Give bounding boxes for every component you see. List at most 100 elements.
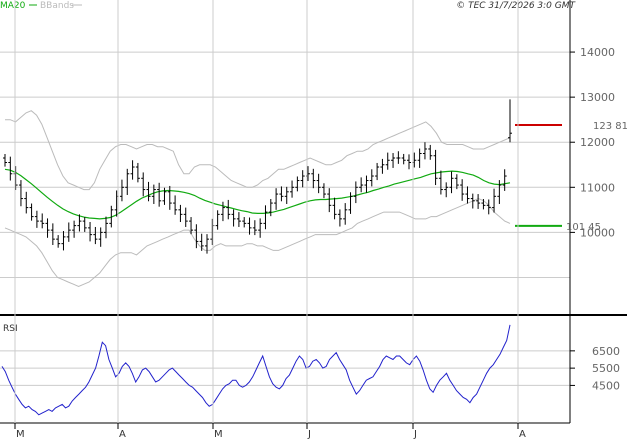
x-tick-label: J [413,429,417,440]
price-bar [353,181,358,204]
rsi-y-tick-label: 5500 [592,362,620,375]
price-bar [444,182,449,198]
price-bar [369,169,374,187]
price-bar [316,173,321,194]
price-bar [268,199,273,217]
price-bar [279,186,284,202]
price-bar [359,177,364,193]
rsi-y-tick-label: 6500 [592,345,620,358]
price-bar [454,174,459,190]
price-bar [18,180,23,207]
price-bar [146,181,151,202]
price-bar [422,142,427,160]
resistance-label: 123 81 [593,121,627,132]
price-bar [173,195,178,215]
price-bar [391,153,396,168]
x-tick-label: A [119,429,126,440]
bbands-lower-line [4,198,511,288]
price-bar [247,217,252,235]
price-y-tick-label: 14000 [580,46,615,59]
price-bar [284,186,289,204]
price-bar [93,226,98,245]
price-bar [194,224,199,249]
rsi-title: RSI [3,324,18,334]
price-bar [290,180,295,198]
price-bar [380,158,385,174]
price-bar [157,182,162,207]
price-bar [407,154,411,170]
price-bar [109,205,114,228]
price-bar [88,222,93,242]
price-bar [45,218,50,238]
rsi-line [1,324,511,416]
price-bar [470,193,475,209]
price-y-tick-label: 11000 [580,181,615,194]
price-bar [375,162,380,181]
price-bar [385,152,390,170]
price-bar [178,204,183,223]
price-bar-last [508,99,512,143]
price-bar [66,222,71,242]
price-bar [220,201,225,222]
price-bar [332,197,337,220]
price-bar [300,170,305,188]
x-tick-label: M [214,429,223,440]
price-bar [252,220,257,236]
price-bar [162,187,167,205]
price-bar [476,194,481,209]
price-bar [151,184,156,204]
price-bar [492,188,497,213]
price-bar [343,203,348,225]
price-bar [486,199,491,215]
price-bar [274,188,279,210]
price-bar [34,210,39,228]
price-bar [29,203,34,221]
price-bar [167,185,172,210]
price-bar [417,148,422,168]
price-bar [396,151,401,164]
price-y-ticks: 14000 13000 12000 11000 10000 [570,46,615,239]
price-bar [82,217,87,232]
price-bar [428,144,433,160]
x-tick-label: J [307,429,311,440]
price-levels: 123 81 101 45 [515,121,627,233]
moving-average [4,168,511,220]
price-bar [40,213,45,229]
ma20-line [4,168,511,220]
x-tick-label: A [519,429,526,440]
bollinger-bands [4,110,511,288]
price-bar [119,179,124,202]
price-bar [130,160,135,180]
price-bar [8,156,13,181]
price-bar [242,217,247,228]
price-bar [72,220,77,238]
price-bar [24,191,29,214]
price-bar [465,186,470,204]
price-bar [321,183,326,199]
bbands-upper-line [5,110,511,191]
rsi-y-ticks: 6500 5500 4500 [570,345,620,392]
price-bar [77,214,82,232]
rsi-gridlines [0,350,570,386]
price-bars [3,99,512,254]
price-bar [56,235,61,248]
price-bar [135,162,140,183]
rsi-y-tick-label: 4500 [592,379,620,392]
price-bar [438,170,443,195]
price-bar [3,153,7,167]
price-y-tick-label: 13000 [580,91,615,104]
price-bar [263,205,268,230]
price-bar [481,199,486,210]
price-bar [125,168,130,195]
price-bar [433,149,438,186]
price-bar [311,168,316,189]
price-y-tick-label: 12000 [580,136,615,149]
bbands-legend-label: BBands [40,1,74,11]
price-bar [98,227,103,247]
price-bar [61,231,66,251]
rsi-series-line [1,324,511,416]
copyright-timestamp: © TEC 31/7/2026 3:0 GMT [456,1,576,11]
